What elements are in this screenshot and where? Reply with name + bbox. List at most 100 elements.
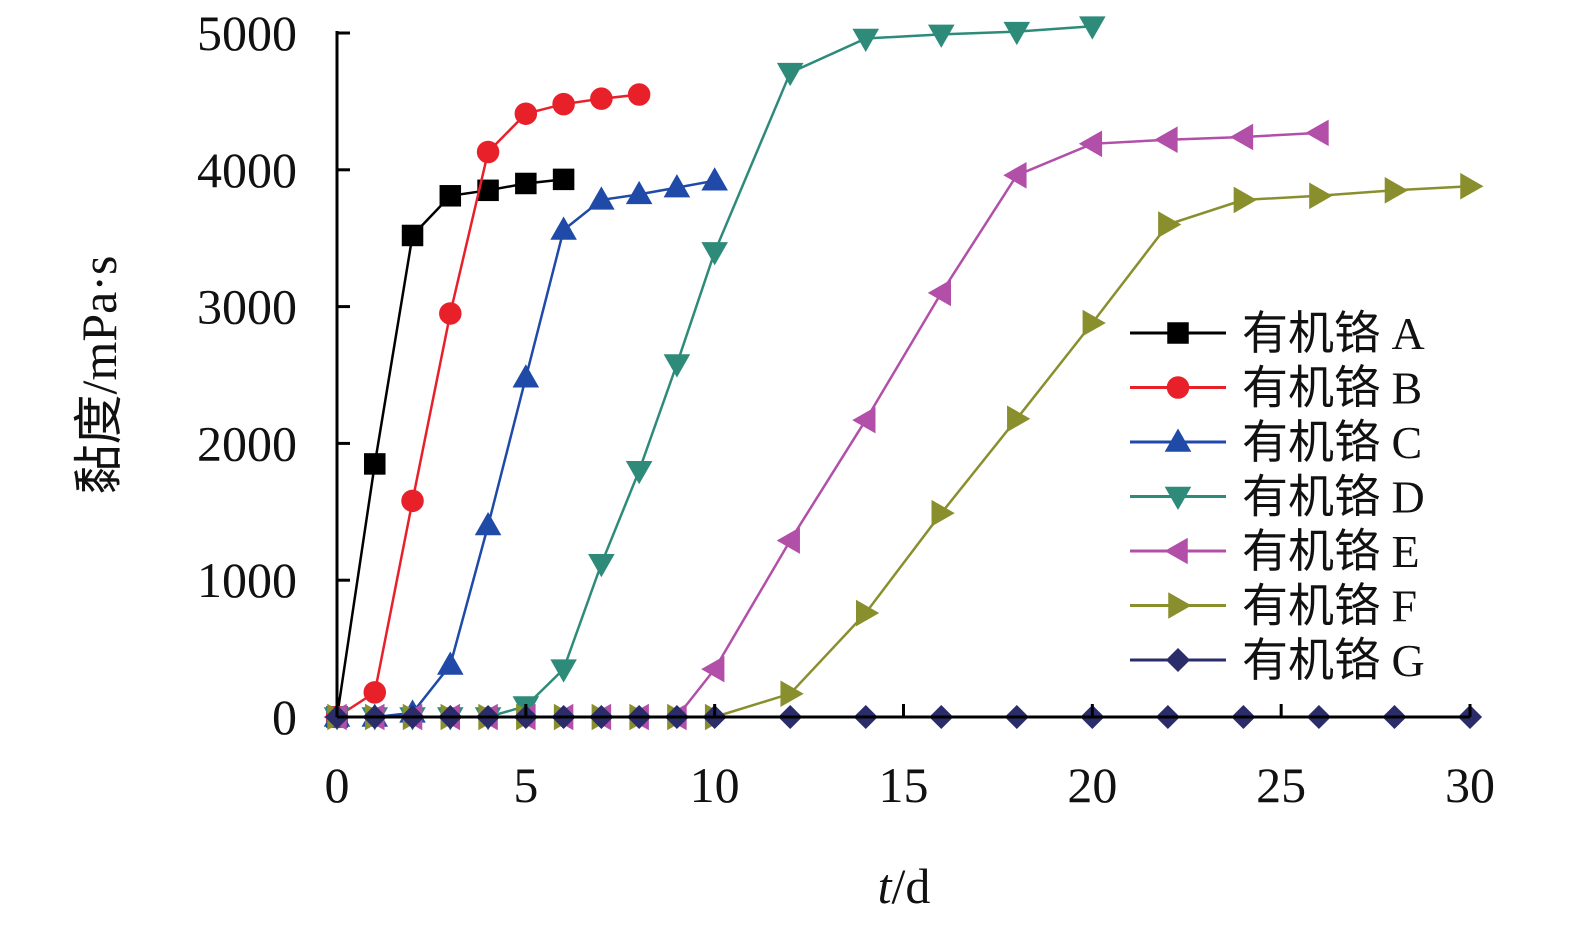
series-line — [335, 178, 564, 718]
data-point — [663, 174, 691, 198]
data-point — [476, 140, 500, 164]
y-axis-label: 黏度/mPa·s — [71, 256, 127, 495]
data-point — [1309, 182, 1333, 210]
legend-label: 有机铬 F — [1242, 581, 1417, 632]
data-point — [590, 87, 613, 110]
data-point — [1384, 177, 1408, 204]
data-point — [1082, 309, 1106, 337]
data-point — [1079, 16, 1106, 40]
data-point — [663, 354, 691, 378]
x-tick-label: 25 — [1256, 757, 1306, 813]
legend-label: 有机铬 D — [1242, 472, 1425, 523]
data-point — [1233, 186, 1257, 214]
data-point — [701, 655, 725, 683]
data-point — [625, 180, 653, 205]
x-tick-label: 5 — [513, 757, 538, 813]
legend-label: 有机铬 A — [1242, 308, 1425, 359]
data-point — [776, 527, 800, 554]
legend-entry: 有机铬 E — [1130, 526, 1420, 577]
data-point — [780, 680, 804, 708]
legend-marker — [1166, 376, 1190, 399]
data-point — [401, 489, 424, 513]
x-tick-label: 0 — [325, 757, 350, 813]
data-point — [437, 651, 464, 675]
x-axis-label-unit: /d — [892, 858, 931, 914]
legend-entry: 有机铬 G — [1130, 635, 1425, 686]
data-point — [927, 279, 952, 307]
series-a — [326, 168, 575, 728]
data-point — [1460, 172, 1484, 200]
legend-marker — [1164, 537, 1188, 565]
data-point — [552, 168, 575, 191]
data-point — [625, 461, 653, 485]
legend-marker — [1167, 322, 1189, 344]
data-point — [364, 453, 386, 475]
x-tick-label: 30 — [1445, 757, 1495, 813]
legend-marker — [1164, 428, 1192, 452]
y-tick-label: 5000 — [197, 5, 297, 61]
legend-entry: 有机铬 F — [1130, 581, 1417, 632]
y-tick-label: 3000 — [197, 279, 297, 335]
data-point — [515, 172, 537, 195]
legend-label: 有机铬 C — [1242, 417, 1422, 468]
y-tick-label: 2000 — [197, 415, 297, 471]
data-point — [1003, 21, 1031, 46]
legend-entry: 有机铬 B — [1130, 363, 1422, 414]
data-point — [1007, 405, 1031, 433]
legend-marker — [1164, 486, 1192, 511]
data-point — [852, 28, 880, 52]
data-point — [1154, 126, 1178, 153]
series-line — [337, 179, 715, 719]
tick-labels: 0 1000 2000 3000 4000 5000 0 5 10 15 20 25 30 — [197, 5, 1495, 813]
data-point — [701, 242, 728, 266]
data-point — [550, 216, 577, 240]
data-point — [588, 554, 615, 578]
y-tick-label: 1000 — [197, 552, 297, 608]
data-point — [1003, 161, 1027, 189]
axes-layer — [335, 31, 1472, 719]
series-line — [337, 24, 1093, 719]
data-point — [550, 659, 577, 683]
data-point — [439, 302, 462, 325]
y-tick-label: 0 — [272, 689, 297, 745]
data-point — [855, 599, 880, 627]
series-e — [323, 119, 1329, 731]
x-tick-label: 15 — [879, 757, 929, 813]
data-point — [439, 185, 462, 207]
data-point — [401, 224, 424, 247]
data-point — [852, 406, 876, 434]
legend-marker — [1168, 592, 1192, 619]
x-axis-label: t/d — [878, 858, 931, 914]
data-point — [776, 62, 804, 87]
legend-marker — [1165, 647, 1191, 673]
data-point — [1158, 211, 1182, 238]
axis-labels: t/d 黏度/mPa·s — [71, 256, 930, 914]
data-point — [931, 499, 955, 527]
data-point — [927, 24, 955, 48]
y-tick-label: 4000 — [197, 142, 297, 198]
data-point — [552, 92, 575, 116]
series-d — [323, 16, 1106, 731]
data-point — [1229, 123, 1254, 151]
legend-entry: 有机铬 D — [1130, 472, 1425, 523]
data-point — [1305, 119, 1329, 147]
data-point — [512, 364, 540, 388]
legend-label: 有机铬 G — [1242, 635, 1425, 686]
data-point — [363, 681, 387, 704]
data-point — [1078, 130, 1103, 158]
data-point — [627, 83, 651, 106]
series-c — [323, 167, 728, 727]
legend-entry: 有机铬 C — [1130, 417, 1422, 468]
data-point — [588, 186, 615, 210]
x-tick-label: 20 — [1067, 757, 1117, 813]
legend-entry: 有机铬 A — [1130, 308, 1425, 359]
data-point — [514, 102, 538, 125]
legend-label: 有机铬 B — [1242, 363, 1422, 414]
data-point — [701, 167, 728, 191]
x-axis-label-italic: t — [878, 858, 893, 914]
legend-label: 有机铬 E — [1242, 526, 1420, 577]
x-tick-label: 10 — [690, 757, 740, 813]
data-point — [474, 511, 502, 536]
